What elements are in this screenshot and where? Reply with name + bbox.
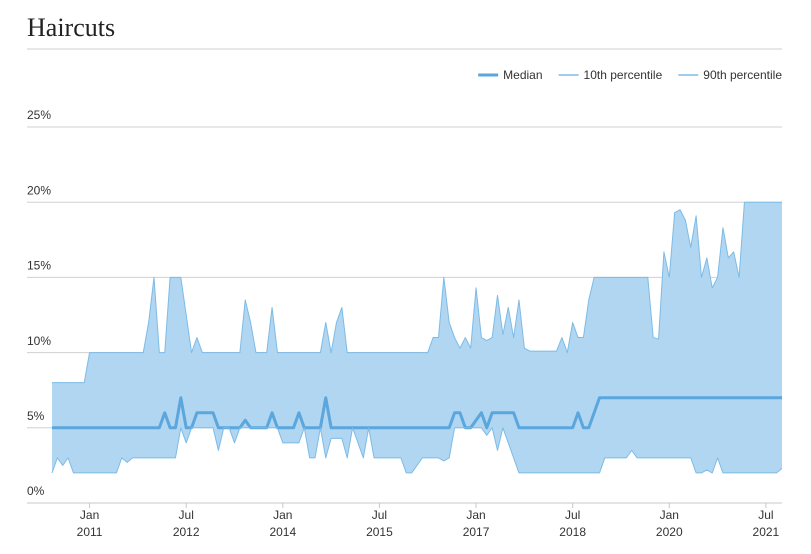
x-tick-label: 2021	[753, 525, 780, 539]
legend-label: 10th percentile	[584, 68, 663, 82]
x-tick-label: Jul	[372, 508, 387, 522]
y-tick-label: 25%	[27, 108, 51, 122]
x-tick-label: 2011	[77, 525, 103, 539]
percentile-band	[52, 202, 782, 473]
x-tick-label: 2014	[269, 525, 296, 539]
y-tick-label: 20%	[27, 183, 51, 197]
y-tick-label: 5%	[27, 409, 45, 423]
x-tick-label: Jan	[660, 508, 679, 522]
x-tick-label: 2017	[463, 525, 490, 539]
series-line	[52, 201, 782, 384]
chart-title: Haircuts	[27, 13, 115, 42]
legend: Median 10th percentile 90th percentile	[478, 68, 782, 82]
x-tick-label: 2012	[173, 525, 200, 539]
legend-label: 90th percentile	[703, 68, 782, 82]
x-tick-label: Jan	[466, 508, 485, 522]
x-tick-label: Jul	[565, 508, 580, 522]
y-tick-label: 10%	[27, 334, 51, 348]
legend-label: Median	[503, 68, 542, 82]
x-tick-label: 2015	[366, 525, 393, 539]
series-line	[52, 396, 782, 430]
x-tick-label: 2020	[656, 525, 683, 539]
x-tick-label: Jul	[758, 508, 773, 522]
x-tick-label: 2018	[559, 525, 586, 539]
y-tick-label: 15%	[27, 259, 51, 273]
x-tick-label: Jan	[80, 508, 99, 522]
y-tick-label: 0%	[27, 484, 45, 498]
x-tick-label: Jan	[273, 508, 292, 522]
series-line	[51, 427, 783, 474]
x-tick-label: Jul	[179, 508, 194, 522]
